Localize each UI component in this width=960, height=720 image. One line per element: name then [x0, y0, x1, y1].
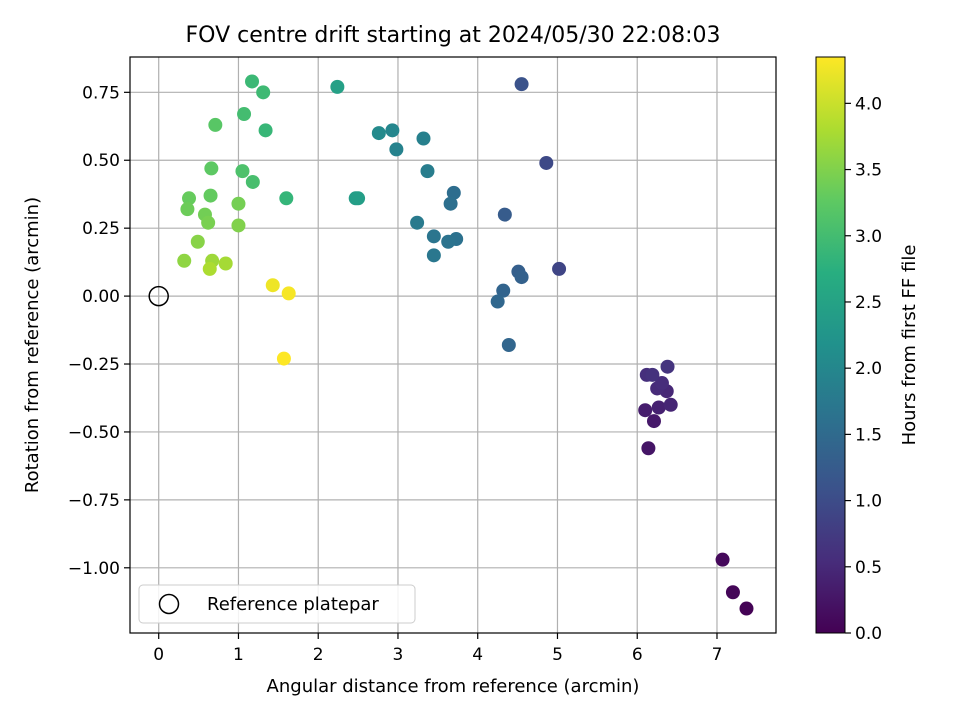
scatter-point [371, 126, 386, 141]
scatter-point [235, 164, 250, 179]
scatter-point [725, 585, 740, 600]
plot-area-frame [129, 56, 777, 634]
x-tick-label: 0 [153, 645, 164, 665]
x-tick-label: 5 [552, 645, 563, 665]
scatter-point [410, 215, 425, 230]
colorbar-tick-label: 3.0 [855, 227, 882, 247]
y-tick-label: 0.50 [82, 151, 120, 171]
scatter-point [231, 196, 246, 211]
y-tick-label: −0.25 [68, 355, 120, 375]
scatter-point [208, 117, 223, 132]
scatter-point [245, 174, 260, 189]
x-tick-label: 1 [233, 645, 244, 665]
scatter-point [663, 397, 678, 412]
colorbar-tick-label: 2.5 [855, 293, 882, 313]
scatter-point [496, 283, 511, 298]
scatter-point [490, 294, 505, 309]
scatter-point [281, 286, 296, 301]
scatter-point [258, 123, 273, 138]
colorbar-tick-label: 3.5 [855, 161, 882, 181]
chart-title: FOV centre drift starting at 2024/05/30 … [186, 23, 721, 48]
scatter-point [180, 202, 195, 217]
scatter-point [715, 552, 730, 567]
scatter-point [203, 188, 218, 203]
scatter-point [641, 441, 656, 456]
scatter-point [443, 196, 458, 211]
scatter-point [552, 261, 567, 276]
scatter-point [177, 253, 192, 268]
scatter-point [739, 601, 754, 616]
scatter-point [651, 400, 666, 415]
legend-marker-open-circle-icon [158, 593, 180, 615]
scatter-point [514, 270, 529, 285]
scatter-point [237, 107, 252, 122]
legend: Reference platepar [138, 584, 416, 624]
legend-box [138, 584, 416, 624]
legend-label: Reference platepar [207, 594, 379, 615]
scatter-point [204, 161, 219, 176]
grid-lines [130, 57, 776, 633]
scatter-point [276, 351, 291, 366]
scatter-point [660, 359, 675, 374]
colorbar-tick-label: 2.0 [855, 359, 882, 379]
scatter-point [202, 261, 217, 276]
scatter-point [426, 229, 441, 244]
scatter-point [497, 207, 512, 222]
scatter-point [201, 215, 216, 230]
scatter-point [539, 155, 554, 170]
y-tick-label: −0.50 [68, 423, 120, 443]
x-axis-ticks: 0 1 2 3 4 5 6 7 [153, 633, 722, 665]
scatter-point [646, 414, 661, 429]
scatter-point [182, 191, 197, 206]
x-tick-label: 7 [712, 645, 723, 665]
colorbar: 0.0 0.5 1.0 1.5 2.0 2.5 3.0 3.5 4.0 Hours from f… [815, 56, 920, 644]
scatter-point [654, 376, 669, 391]
scatter-point [245, 74, 260, 89]
colorbar-tick-label: 1.5 [855, 425, 882, 445]
y-tick-label: −0.75 [68, 491, 120, 511]
colorbar-tick-label: 1.0 [855, 492, 882, 512]
scatter-point [426, 248, 441, 263]
scatter-point [385, 123, 400, 138]
scatter-point [218, 256, 233, 271]
x-axis-label: Angular distance from reference (arcmin) [267, 676, 640, 697]
scatter-point [256, 85, 271, 100]
reference-platepar-marker [148, 285, 169, 307]
x-tick-label: 2 [313, 645, 324, 665]
scatter-point [446, 185, 461, 200]
y-tick-label: 0.00 [82, 287, 120, 307]
scatter-point [351, 191, 366, 206]
scatter-point [231, 218, 246, 233]
y-tick-label: 0.75 [82, 83, 120, 103]
y-tick-label: −1.00 [68, 559, 120, 579]
scatter-point [420, 164, 435, 179]
scatter-point [501, 338, 516, 352]
scatter-point [330, 79, 345, 94]
x-tick-label: 4 [472, 645, 483, 665]
colorbar-label: Hours from first FF file [899, 245, 920, 446]
scatter-point [638, 403, 653, 418]
x-tick-label: 3 [393, 645, 404, 665]
colorbar-tick-label: 4.0 [855, 94, 882, 114]
scatter-point [514, 77, 529, 92]
colorbar-ticks: 0.0 0.5 1.0 1.5 2.0 2.5 3.0 3.5 4.0 [845, 94, 882, 644]
x-tick-label: 6 [632, 645, 643, 665]
data-points [148, 74, 754, 616]
scatter-point [645, 367, 660, 382]
colorbar-gradient [815, 56, 846, 634]
y-tick-label: 0.25 [82, 219, 120, 239]
colorbar-tick-label: 0.5 [855, 558, 882, 578]
scatter-point [416, 131, 431, 146]
scatter-point [389, 142, 404, 157]
scatter-point [441, 234, 456, 249]
scatter-point [265, 278, 280, 293]
scatter-point [190, 234, 205, 249]
y-axis-label: Rotation from reference (arcmin) [22, 197, 43, 493]
y-axis-ticks: −1.00 −0.75 −0.50 −0.25 0.00 0.25 0.50 0.75 [68, 83, 130, 579]
scatter-point [279, 191, 294, 206]
colorbar-tick-label: 0.0 [855, 624, 882, 644]
